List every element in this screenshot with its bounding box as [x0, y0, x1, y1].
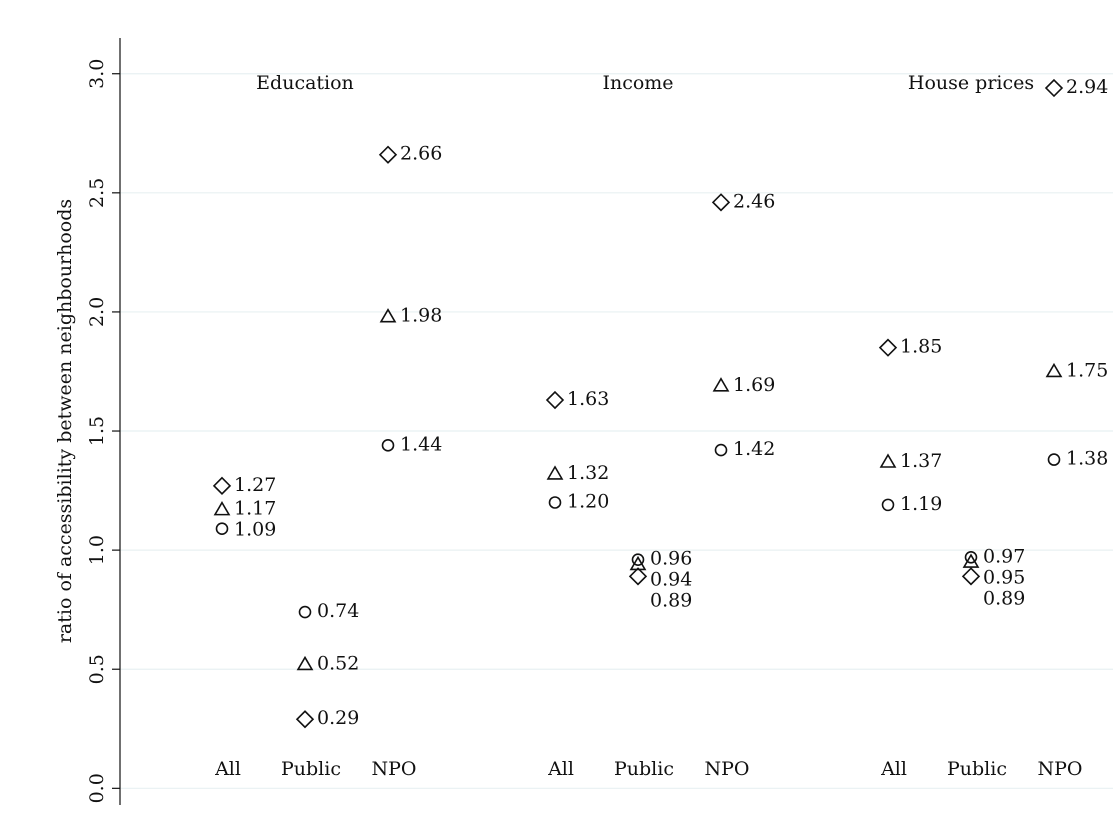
data-label: 1.63	[567, 388, 609, 410]
marker	[631, 553, 645, 566]
marker	[964, 550, 978, 564]
data-label: 1.17	[234, 498, 276, 520]
marker	[1044, 78, 1064, 98]
data-label: 0.94	[650, 569, 692, 591]
marker	[379, 308, 397, 323]
marker	[548, 496, 562, 509]
marker	[546, 465, 564, 480]
marker	[213, 501, 231, 516]
data-label: 1.37	[900, 450, 942, 472]
x-tick-label: All	[214, 758, 241, 780]
data-label: 1.44	[400, 433, 442, 455]
marker	[212, 476, 232, 495]
marker	[711, 193, 731, 212]
data-label: 1.75	[1066, 359, 1108, 381]
data-label: 0.89	[983, 587, 1025, 609]
data-label: 0.97	[983, 545, 1025, 567]
data-label: 0.95	[983, 566, 1025, 588]
data-label: 2.46	[733, 190, 775, 212]
data-label: 1.32	[567, 462, 609, 484]
y-tick-label: 1.0	[86, 535, 108, 565]
data-label: 1.09	[234, 519, 276, 541]
data-label: 1.27	[234, 474, 276, 496]
data-label: 0.29	[317, 707, 359, 729]
y-tick-label: 0.5	[86, 654, 108, 684]
x-tick-label: All	[880, 758, 907, 780]
marker	[296, 655, 314, 671]
x-tick-label: NPO	[705, 758, 750, 780]
marker	[628, 567, 648, 586]
marker	[1045, 362, 1063, 378]
marker	[381, 439, 395, 452]
y-tick-label: 2.5	[86, 178, 108, 208]
marker	[545, 390, 565, 410]
marker	[298, 605, 312, 619]
marker	[215, 522, 229, 535]
data-label: 0.96	[650, 548, 692, 570]
y-tick-label: 1.5	[86, 416, 108, 446]
data-label: 1.69	[733, 374, 775, 396]
marker	[1047, 453, 1061, 466]
y-tick-label: 3.0	[86, 59, 108, 89]
data-label: 0.52	[317, 652, 359, 674]
y-axis-label: ratio of accessibility between neighbour…	[54, 199, 76, 643]
marker	[961, 567, 981, 586]
data-label: 1.20	[567, 490, 609, 512]
x-tick-label: NPO	[372, 758, 417, 780]
marker	[378, 145, 398, 164]
x-tick-label: NPO	[1038, 758, 1083, 780]
panel-title: House prices	[908, 72, 1034, 94]
marker	[712, 377, 730, 392]
x-tick-label: Public	[614, 758, 674, 780]
data-label: 0.89	[650, 590, 692, 612]
data-label: 1.19	[900, 493, 942, 515]
y-tick-label: 0.0	[86, 773, 108, 803]
x-tick-label: Public	[947, 758, 1007, 780]
data-label: 1.85	[900, 336, 942, 358]
x-tick-label: Public	[281, 758, 341, 780]
marker	[295, 710, 315, 729]
data-label: 0.74	[317, 600, 359, 622]
marker	[881, 498, 895, 512]
y-tick-label: 2.0	[86, 297, 108, 327]
x-tick-label: All	[547, 758, 574, 780]
data-label: 1.38	[1066, 448, 1108, 470]
marker	[714, 443, 728, 457]
panel-title: Income	[602, 72, 673, 94]
marker	[879, 453, 897, 468]
marker	[878, 338, 898, 357]
marker	[962, 553, 980, 568]
data-label: 1.42	[733, 438, 775, 460]
panel-title: Education	[256, 72, 354, 94]
data-label: 2.94	[1066, 76, 1108, 98]
data-label: 2.66	[400, 143, 442, 165]
data-label: 1.98	[400, 305, 442, 327]
